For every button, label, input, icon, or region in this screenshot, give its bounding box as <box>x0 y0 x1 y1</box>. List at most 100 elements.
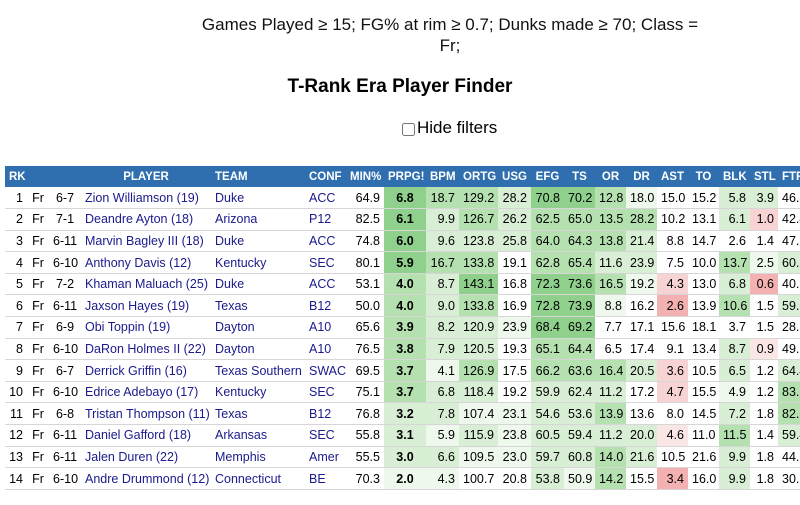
player-link[interactable]: Tristan Thompson (11) <box>85 406 210 421</box>
class-cell: Fr <box>27 381 49 404</box>
player-link[interactable]: Khaman Maluach (25) <box>85 277 208 292</box>
player-link[interactable]: Daniel Gafford (18) <box>85 428 192 443</box>
player-link[interactable]: Zion Williamson (19) <box>85 190 199 205</box>
prpg-cell: 3.9 <box>384 316 426 339</box>
col-header-or[interactable]: OR <box>595 166 626 187</box>
team-link[interactable]: Texas Southern <box>215 363 302 378</box>
team-link[interactable]: Arkansas <box>215 428 268 443</box>
rank-cell: 7 <box>5 316 27 339</box>
player-cell: DaRon Holmes II (22) <box>81 338 211 361</box>
player-link[interactable]: Edrice Adebayo (17) <box>85 385 199 400</box>
conf-link[interactable]: B12 <box>309 406 332 421</box>
player-cell: Khaman Maluach (25) <box>81 273 211 296</box>
prpg-cell: 3.7 <box>384 359 426 382</box>
efg-cell: 65.1 <box>531 338 564 361</box>
conf-link[interactable]: B12 <box>309 298 332 313</box>
conf-link[interactable]: A10 <box>309 320 332 335</box>
player-link[interactable]: Jaxson Hayes (19) <box>85 298 190 313</box>
conf-link[interactable]: SWAC <box>309 363 346 378</box>
col-header-rk[interactable]: RK <box>5 166 27 187</box>
ts-cell: 53.6 <box>564 402 595 426</box>
dr-cell: 15.5 <box>626 467 657 490</box>
blk-cell: 7.2 <box>719 402 750 426</box>
conf-link[interactable]: SEC <box>309 385 335 400</box>
team-link[interactable]: Memphis <box>215 449 266 464</box>
player-link[interactable]: Obi Toppin (19) <box>85 320 171 335</box>
player-link[interactable]: Jalen Duren (22) <box>85 449 179 464</box>
team-link[interactable]: Texas <box>215 406 248 421</box>
conf-link[interactable]: SEC <box>309 428 335 443</box>
height-cell: 6-7 <box>49 187 81 210</box>
hide-filters-toggle[interactable]: Hide filters <box>402 118 497 138</box>
blk-cell: 13.7 <box>719 251 750 274</box>
blk-cell: 6.8 <box>719 273 750 296</box>
team-link[interactable]: Connecticut <box>215 471 282 486</box>
prpg-cell: 4.0 <box>384 273 426 296</box>
efg-cell: 53.8 <box>531 467 564 490</box>
conf-link[interactable]: SEC <box>309 255 335 270</box>
col-header-prpg[interactable]: PRPG! <box>384 166 426 187</box>
col-header-min[interactable]: MIN% <box>346 166 384 187</box>
rank-cell: 1 <box>5 187 27 210</box>
table-row: 3 Fr 6-11 Marvin Bagley III (18) Duke ACC 74.8… <box>5 230 800 253</box>
blk-cell: 6.5 <box>719 359 750 382</box>
conf-link[interactable]: BE <box>309 471 326 486</box>
col-header-bpm[interactable]: BPM <box>426 166 459 187</box>
ortg-cell: 126.9 <box>459 359 498 382</box>
col-header-ftr[interactable]: FTR <box>778 166 800 187</box>
to-cell: 13.1 <box>688 208 719 231</box>
player-link[interactable]: Andre Drummond (12) <box>85 471 210 486</box>
min-pct-cell: 53.1 <box>346 273 384 296</box>
ortg-cell: 123.8 <box>459 230 498 253</box>
col-header-player[interactable]: PLAYER <box>81 166 211 187</box>
efg-cell: 66.2 <box>531 359 564 382</box>
col-header-ast[interactable]: AST <box>657 166 688 187</box>
team-link[interactable]: Duke <box>215 190 245 205</box>
col-header-team[interactable]: TEAM <box>211 166 305 187</box>
player-link[interactable]: DaRon Holmes II (22) <box>85 341 206 356</box>
rank-cell: 13 <box>5 446 27 469</box>
team-link[interactable]: Duke <box>215 233 245 248</box>
col-header-ortg[interactable]: ORTG <box>459 166 498 187</box>
player-link[interactable]: Derrick Griffin (16) <box>85 363 187 378</box>
stl-cell: 0.6 <box>750 273 778 296</box>
conf-link[interactable]: ACC <box>309 277 336 292</box>
efg-cell: 68.4 <box>531 316 564 339</box>
team-link[interactable]: Arizona <box>215 212 258 227</box>
blk-cell: 3.7 <box>719 316 750 339</box>
page-title: T-Rank Era Player Finder <box>287 76 513 97</box>
height-cell: 6-10 <box>49 381 81 404</box>
team-link[interactable]: Kentucky <box>215 385 267 400</box>
player-link[interactable]: Deandre Ayton (18) <box>85 212 194 227</box>
team-link[interactable]: Kentucky <box>215 255 267 270</box>
col-header-to[interactable]: TO <box>688 166 719 187</box>
stl-cell: 1.5 <box>750 294 778 318</box>
team-link[interactable]: Texas <box>215 298 248 313</box>
player-cell: Edrice Adebayo (17) <box>81 381 211 404</box>
col-header-efg[interactable]: EFG <box>531 166 564 187</box>
team-link[interactable]: Dayton <box>215 341 255 356</box>
player-cell: Zion Williamson (19) <box>81 187 211 210</box>
usg-cell: 17.5 <box>498 359 531 382</box>
bpm-cell: 9.6 <box>426 230 459 253</box>
rank-cell: 9 <box>5 359 27 382</box>
conf-link[interactable]: Amer <box>309 449 339 464</box>
player-cell: Anthony Davis (12) <box>81 251 211 274</box>
col-header-stl[interactable]: STL <box>750 166 778 187</box>
col-header-dr[interactable]: DR <box>626 166 657 187</box>
conf-link[interactable]: ACC <box>309 233 336 248</box>
col-header-usg[interactable]: USG <box>498 166 531 187</box>
col-header-conf[interactable]: CONF <box>305 166 346 187</box>
dr-cell: 17.4 <box>626 338 657 361</box>
conf-link[interactable]: P12 <box>309 212 332 227</box>
hide-filters-checkbox[interactable] <box>402 122 415 136</box>
conf-link[interactable]: ACC <box>309 190 336 205</box>
team-cell: Memphis <box>211 446 305 469</box>
team-link[interactable]: Dayton <box>215 320 255 335</box>
team-link[interactable]: Duke <box>215 277 245 292</box>
player-link[interactable]: Marvin Bagley III (18) <box>85 233 204 248</box>
col-header-blk[interactable]: BLK <box>719 166 750 187</box>
player-link[interactable]: Anthony Davis (12) <box>85 255 192 270</box>
col-header-ts[interactable]: TS <box>564 166 595 187</box>
conf-link[interactable]: A10 <box>309 341 332 356</box>
